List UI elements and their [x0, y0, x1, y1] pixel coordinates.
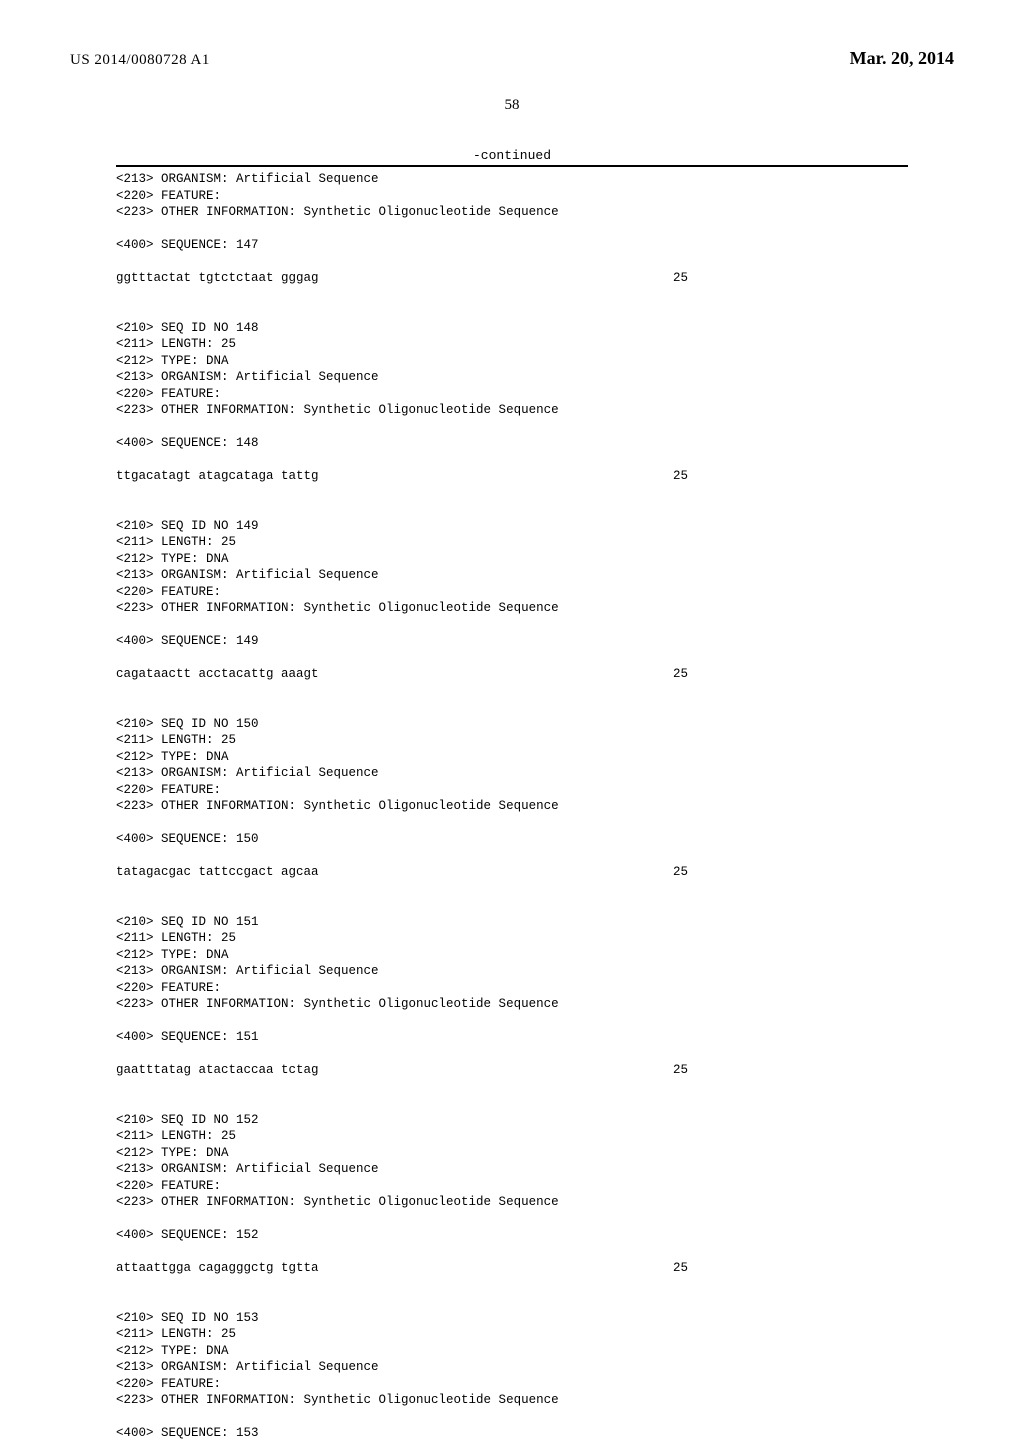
seq-meta-line: <400> SEQUENCE: 147: [116, 237, 908, 254]
sequence-row: ttgacatagt atagcataga tattg 25: [116, 468, 908, 485]
seq-meta-line: [116, 1244, 908, 1261]
seq-meta-line: <220> FEATURE:: [116, 188, 908, 205]
seq-meta-line: [116, 683, 908, 700]
seq-meta-line: <220> FEATURE:: [116, 980, 908, 997]
seq-meta-line: <210> SEQ ID NO 152: [116, 1112, 908, 1129]
publication-date: Mar. 20, 2014: [850, 48, 954, 69]
seq-meta-line: [116, 501, 908, 518]
sequence-text: attaattgga cagagggctg tgtta: [116, 1260, 319, 1277]
seq-meta-line: [116, 485, 908, 502]
sequence-length: 25: [673, 864, 908, 881]
sequence-row: tatagacgac tattccgact agcaa 25: [116, 864, 908, 881]
seq-meta-line: [116, 1293, 908, 1310]
seq-meta-line: <212> TYPE: DNA: [116, 947, 908, 964]
seq-meta-line: <213> ORGANISM: Artificial Sequence: [116, 369, 908, 386]
seq-meta-line: [116, 617, 908, 634]
sequence-text: gaatttatag atactaccaa tctag: [116, 1062, 319, 1079]
sequence-row: attaattgga cagagggctg tgtta 25: [116, 1260, 908, 1277]
sequence-length: 25: [673, 666, 908, 683]
seq-meta-line: [116, 1277, 908, 1294]
seq-meta-line: [116, 650, 908, 667]
seq-meta-line: [116, 815, 908, 832]
seq-meta-line: <213> ORGANISM: Artificial Sequence: [116, 1161, 908, 1178]
seq-meta-line: <400> SEQUENCE: 150: [116, 831, 908, 848]
seq-meta-line: [116, 699, 908, 716]
sequence-text: ttgacatagt atagcataga tattg: [116, 468, 319, 485]
seq-meta-line: <210> SEQ ID NO 149: [116, 518, 908, 535]
seq-meta-line: <210> SEQ ID NO 151: [116, 914, 908, 931]
seq-meta-line: <212> TYPE: DNA: [116, 551, 908, 568]
seq-meta-line: <210> SEQ ID NO 150: [116, 716, 908, 733]
seq-meta-line: [116, 881, 908, 898]
seq-meta-line: <223> OTHER INFORMATION: Synthetic Oligo…: [116, 1194, 908, 1211]
seq-meta-line: <220> FEATURE:: [116, 1178, 908, 1195]
sequence-row: ggtttactat tgtctctaat gggag 25: [116, 270, 908, 287]
seq-meta-line: <211> LENGTH: 25: [116, 732, 908, 749]
seq-meta-line: <220> FEATURE:: [116, 1376, 908, 1393]
seq-meta-line: <211> LENGTH: 25: [116, 1128, 908, 1145]
seq-meta-line: [116, 1211, 908, 1228]
sequence-length: 25: [673, 1260, 908, 1277]
seq-meta-line: <223> OTHER INFORMATION: Synthetic Oligo…: [116, 1392, 908, 1409]
seq-meta-line: <223> OTHER INFORMATION: Synthetic Oligo…: [116, 204, 908, 221]
seq-meta-line: <212> TYPE: DNA: [116, 1145, 908, 1162]
seq-meta-line: [116, 897, 908, 914]
seq-meta-line: [116, 1409, 908, 1426]
seq-meta-line: [116, 221, 908, 238]
page-number: 58: [70, 97, 954, 114]
seq-meta-line: <213> ORGANISM: Artificial Sequence: [116, 963, 908, 980]
seq-meta-line: <211> LENGTH: 25: [116, 930, 908, 947]
continued-label: -continued: [70, 148, 954, 163]
seq-meta-line: [116, 287, 908, 304]
seq-meta-line: <400> SEQUENCE: 148: [116, 435, 908, 452]
sequence-text: ggtttactat tgtctctaat gggag: [116, 270, 319, 287]
seq-meta-line: <210> SEQ ID NO 148: [116, 320, 908, 337]
seq-meta-line: <211> LENGTH: 25: [116, 1326, 908, 1343]
seq-meta-line: <223> OTHER INFORMATION: Synthetic Oligo…: [116, 402, 908, 419]
seq-meta-line: <400> SEQUENCE: 153: [116, 1425, 908, 1442]
seq-meta-line: <210> SEQ ID NO 153: [116, 1310, 908, 1327]
seq-meta-line: <211> LENGTH: 25: [116, 336, 908, 353]
seq-meta-line: <223> OTHER INFORMATION: Synthetic Oligo…: [116, 600, 908, 617]
seq-meta-line: <220> FEATURE:: [116, 782, 908, 799]
seq-meta-line: <212> TYPE: DNA: [116, 353, 908, 370]
seq-meta-line: <212> TYPE: DNA: [116, 749, 908, 766]
seq-meta-line: <211> LENGTH: 25: [116, 534, 908, 551]
page-container: US 2014/0080728 A1 Mar. 20, 2014 58 -con…: [0, 0, 1024, 1320]
seq-meta-line: [116, 452, 908, 469]
seq-meta-line: [116, 254, 908, 271]
seq-meta-line: <400> SEQUENCE: 149: [116, 633, 908, 650]
sequence-row: gaatttatag atactaccaa tctag 25: [116, 1062, 908, 1079]
seq-meta-line: [116, 1079, 908, 1096]
sequence-length: 25: [673, 468, 908, 485]
publication-number: US 2014/0080728 A1: [70, 52, 210, 69]
sequence-text: tatagacgac tattccgact agcaa: [116, 864, 319, 881]
sequence-length: 25: [673, 270, 908, 287]
seq-meta-line: <212> TYPE: DNA: [116, 1343, 908, 1360]
sequence-row: cagataactt acctacattg aaagt 25: [116, 666, 908, 683]
seq-meta-line: <213> ORGANISM: Artificial Sequence: [116, 171, 908, 188]
page-header: US 2014/0080728 A1 Mar. 20, 2014: [70, 48, 954, 69]
divider-line: [116, 165, 908, 167]
seq-meta-line: <223> OTHER INFORMATION: Synthetic Oligo…: [116, 996, 908, 1013]
seq-meta-line: [116, 303, 908, 320]
seq-meta-line: [116, 848, 908, 865]
seq-meta-line: <213> ORGANISM: Artificial Sequence: [116, 765, 908, 782]
seq-meta-line: [116, 419, 908, 436]
seq-meta-line: <223> OTHER INFORMATION: Synthetic Oligo…: [116, 798, 908, 815]
seq-meta-line: <220> FEATURE:: [116, 584, 908, 601]
sequence-text: cagataactt acctacattg aaagt: [116, 666, 319, 683]
seq-meta-line: <213> ORGANISM: Artificial Sequence: [116, 567, 908, 584]
seq-meta-line: [116, 1013, 908, 1030]
sequence-length: 25: [673, 1062, 908, 1079]
seq-meta-line: <400> SEQUENCE: 152: [116, 1227, 908, 1244]
seq-meta-line: [116, 1095, 908, 1112]
sequence-listing: <213> ORGANISM: Artificial Sequence<220>…: [70, 171, 954, 1442]
seq-meta-line: <213> ORGANISM: Artificial Sequence: [116, 1359, 908, 1376]
seq-meta-line: [116, 1046, 908, 1063]
seq-meta-line: <220> FEATURE:: [116, 386, 908, 403]
seq-meta-line: <400> SEQUENCE: 151: [116, 1029, 908, 1046]
